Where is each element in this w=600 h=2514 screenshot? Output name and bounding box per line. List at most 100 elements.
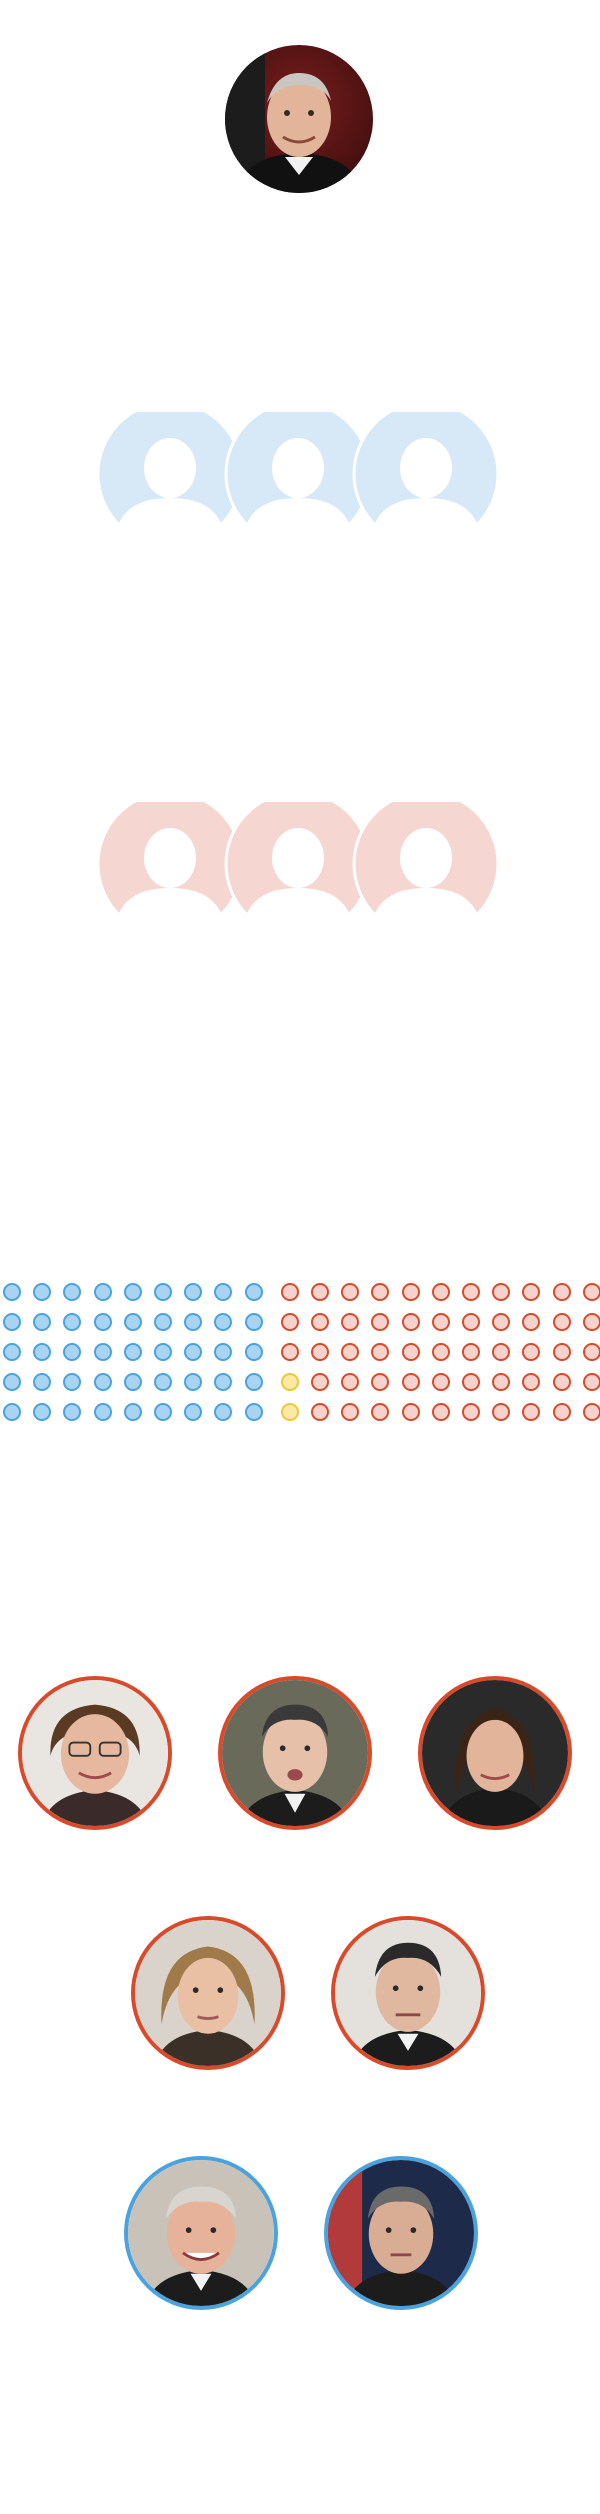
senator-portrait-5 xyxy=(331,1916,485,2070)
democrat-seat-dot xyxy=(63,1373,82,1391)
democrat-seat-dot xyxy=(123,1343,142,1361)
chief-justice-portrait xyxy=(225,45,373,193)
republican-seat-dot xyxy=(462,1313,480,1331)
republican-seat-dot xyxy=(462,1373,480,1391)
republican-seat-dot xyxy=(462,1283,480,1301)
senator-portrait-1-icon xyxy=(22,1680,168,1826)
democrat-seat-dot xyxy=(123,1313,142,1331)
republican-seat-dot xyxy=(401,1373,420,1391)
republican-seat-dot xyxy=(341,1343,360,1361)
republican-placeholder-icons xyxy=(98,802,498,922)
senator-portrait-2 xyxy=(218,1676,372,1830)
senator-portrait-3 xyxy=(418,1676,572,1830)
democrat-seat-dot xyxy=(154,1403,172,1421)
republican-seat-dot xyxy=(431,1283,450,1301)
republican-seat-dot xyxy=(341,1283,360,1301)
democrat-seat-dot xyxy=(33,1403,52,1421)
republican-seat-dot xyxy=(522,1343,541,1361)
democrat-seat-dot xyxy=(154,1343,172,1361)
republican-seat-dot xyxy=(582,1373,600,1391)
republican-seat-dot xyxy=(401,1313,420,1331)
republican-seat-dot xyxy=(552,1373,571,1391)
republican-seat-dot xyxy=(582,1313,600,1331)
democrat-seat-dot xyxy=(154,1373,172,1391)
republican-seat-dot xyxy=(371,1343,390,1361)
democrat-seat-dot xyxy=(93,1373,112,1391)
republican-seat-dot xyxy=(371,1313,390,1331)
republican-seat-dot xyxy=(582,1343,600,1361)
republican-seat-dot xyxy=(371,1283,390,1301)
democrat-seat-dot xyxy=(244,1373,263,1391)
senator-portrait-4-icon xyxy=(135,1920,281,2066)
chief-justice-portrait-icon xyxy=(225,45,373,193)
democrat-seat-dot xyxy=(184,1343,203,1361)
democrat-seat-dot xyxy=(33,1343,52,1361)
democrat-seat-dot xyxy=(214,1343,233,1361)
democrat-seat-dot xyxy=(154,1283,172,1301)
republican-seat-dot xyxy=(582,1283,600,1301)
republican-seat-dot xyxy=(462,1403,480,1421)
democrat-seat-dot xyxy=(214,1373,233,1391)
senator-portrait-7 xyxy=(324,2156,478,2310)
democrat-seat-dot xyxy=(33,1373,52,1391)
republican-seat-dot xyxy=(371,1403,390,1421)
democrat-seat-dot xyxy=(184,1403,203,1421)
republican-seat-dot xyxy=(280,1313,299,1331)
democrat-seat-dot xyxy=(63,1283,82,1301)
senate-seat-grid xyxy=(0,1283,600,1433)
democrat-seat-dot xyxy=(244,1283,263,1301)
democrat-seat-dot xyxy=(184,1283,203,1301)
republican-seat-dot xyxy=(522,1313,541,1331)
republican-seat-dot xyxy=(280,1343,299,1361)
republican-seat-dot xyxy=(552,1403,571,1421)
democrat-seat-dot xyxy=(63,1343,82,1361)
republican-seat-dot xyxy=(522,1403,541,1421)
senator-portrait-5-icon xyxy=(335,1920,481,2066)
republican-seat-dot xyxy=(522,1373,541,1391)
republican-seat-dot xyxy=(552,1283,571,1301)
independent-seat-dot xyxy=(280,1403,299,1421)
republican-seat-dot xyxy=(431,1343,450,1361)
republican-seat-dot xyxy=(522,1283,541,1301)
republican-seat-dot xyxy=(492,1283,511,1301)
democrat-placeholder-icons xyxy=(98,412,498,532)
senator-portrait-3-icon xyxy=(422,1680,568,1826)
senator-portrait-6 xyxy=(124,2156,278,2310)
democrat-seat-dot xyxy=(214,1283,233,1301)
republican-seat-dot xyxy=(401,1283,420,1301)
republican-seat-dot xyxy=(341,1313,360,1331)
republican-seat-dot xyxy=(552,1313,571,1331)
republican-seat-dot xyxy=(311,1313,329,1331)
republican-seat-dot xyxy=(462,1343,480,1361)
senator-portrait-4 xyxy=(131,1916,285,2070)
democrat-seat-dot xyxy=(244,1403,263,1421)
democrat-seat-dot xyxy=(93,1343,112,1361)
democrat-seat-dot xyxy=(123,1283,142,1301)
republican-seat-dot xyxy=(311,1373,329,1391)
democrat-seat-dot xyxy=(33,1313,52,1331)
republican-seat-dot xyxy=(492,1373,511,1391)
democrat-seat-dot xyxy=(3,1343,21,1361)
republican-seat-dot xyxy=(582,1403,600,1421)
democrat-seat-dot xyxy=(63,1313,82,1331)
democrat-seat-dot xyxy=(3,1403,21,1421)
democrat-seat-dot xyxy=(214,1313,233,1331)
democrat-seat-dot xyxy=(3,1283,21,1301)
democrat-seat-dot xyxy=(123,1403,142,1421)
democrat-seat-dot xyxy=(3,1313,21,1331)
republican-seat-dot xyxy=(431,1403,450,1421)
democrat-seat-dot xyxy=(154,1313,172,1331)
democrat-seat-dot xyxy=(93,1403,112,1421)
democrat-seat-dot xyxy=(184,1373,203,1391)
republican-seat-dot xyxy=(280,1283,299,1301)
republican-seat-dot xyxy=(311,1403,329,1421)
republican-seat-dot xyxy=(431,1373,450,1391)
senator-portrait-2-icon xyxy=(222,1680,368,1826)
senator-portrait-7-icon xyxy=(328,2160,474,2306)
republican-seat-dot xyxy=(492,1313,511,1331)
republican-seat-dot xyxy=(492,1343,511,1361)
republican-seat-dot xyxy=(431,1313,450,1331)
democrat-seat-dot xyxy=(244,1313,263,1331)
democrat-seat-dot xyxy=(3,1373,21,1391)
republican-seat-dot xyxy=(311,1283,329,1301)
